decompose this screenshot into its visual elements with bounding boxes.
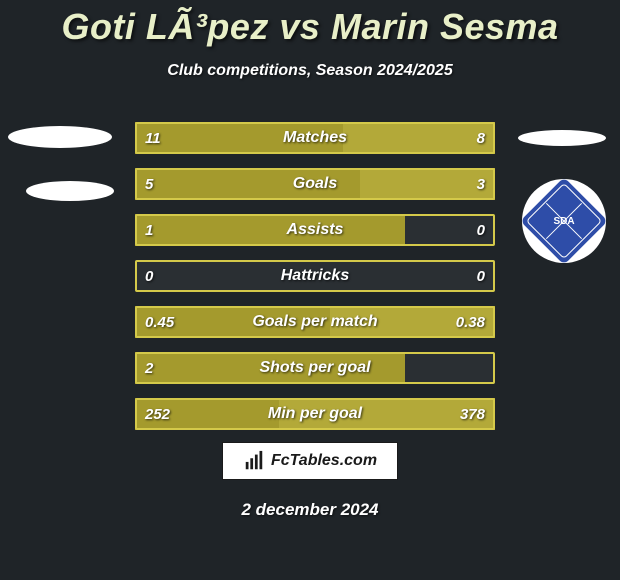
left-fill bbox=[135, 214, 405, 246]
left-fill bbox=[135, 398, 279, 430]
page-title: Goti LÃ³pez vs Marin Sesma bbox=[0, 6, 620, 48]
right-team-logo-2: SDA bbox=[522, 179, 606, 263]
subtitle: Club competitions, Season 2024/2025 bbox=[0, 62, 620, 80]
stat-row: 53Goals bbox=[135, 168, 495, 200]
row-border bbox=[135, 260, 495, 292]
right-team-logo-1 bbox=[518, 130, 606, 146]
sda-badge-text: SDA bbox=[533, 190, 595, 252]
left-fill bbox=[135, 168, 360, 200]
date-text: 2 december 2024 bbox=[0, 500, 620, 520]
left-team-logo-2 bbox=[26, 181, 114, 201]
row-label: Hattricks bbox=[135, 260, 495, 292]
right-fill bbox=[279, 398, 495, 430]
right-value: 0 bbox=[477, 214, 485, 246]
left-team-logo-1 bbox=[8, 126, 112, 148]
comparison-chart: 118Matches53Goals10Assists00Hattricks0.4… bbox=[135, 122, 495, 444]
fctables-label: FcTables.com bbox=[271, 452, 377, 470]
stat-row: 0 0Hattricks bbox=[135, 260, 495, 292]
right-value: 0 bbox=[477, 260, 485, 292]
right-fill bbox=[330, 306, 495, 338]
stat-row: 0.450.38Goals per match bbox=[135, 306, 495, 338]
chart-icon bbox=[243, 450, 265, 472]
left-fill bbox=[135, 352, 405, 384]
left-fill bbox=[135, 306, 330, 338]
left-fill bbox=[135, 122, 343, 154]
stat-row: 252378Min per goal bbox=[135, 398, 495, 430]
sda-badge: SDA bbox=[520, 177, 608, 265]
right-fill bbox=[343, 122, 495, 154]
fctables-watermark: FcTables.com bbox=[222, 442, 398, 480]
left-value: 0 bbox=[145, 260, 153, 292]
stat-row: 10Assists bbox=[135, 214, 495, 246]
stat-row: 118Matches bbox=[135, 122, 495, 154]
right-fill bbox=[360, 168, 495, 200]
stat-row: 2Shots per goal bbox=[135, 352, 495, 384]
